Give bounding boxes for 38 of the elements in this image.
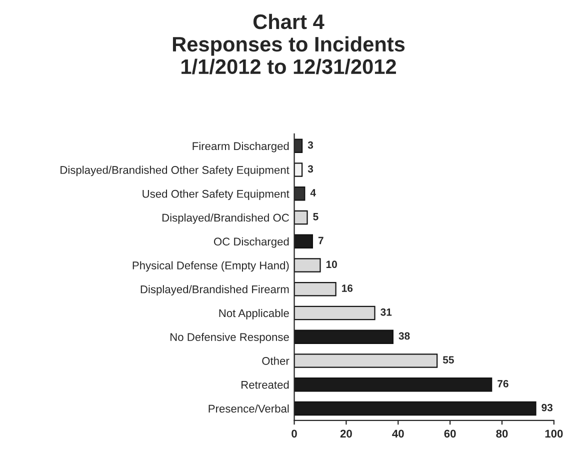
data-label: 5 xyxy=(313,213,318,220)
y-tick-label: Used Other Safety Equipment xyxy=(142,190,290,200)
bar xyxy=(294,282,336,296)
data-label: 93 xyxy=(542,404,553,412)
x-tick-label: 0 xyxy=(292,430,297,438)
y-tick-label: Retreated xyxy=(242,380,289,389)
y-tick-label: Displayed/Brandished OC xyxy=(162,214,289,224)
data-label: 3 xyxy=(308,165,314,173)
bar xyxy=(294,306,376,320)
data-label: 38 xyxy=(398,332,410,340)
data-label: 55 xyxy=(442,356,454,364)
y-tick-label: Physical Defense (Empty Hand) xyxy=(132,261,289,272)
bar xyxy=(294,186,306,201)
data-label: 31 xyxy=(380,308,392,316)
x-tick-label: 100 xyxy=(545,430,563,438)
chart-title: Chart 4 Responses to Incidents 1/1/2012 to 12/31/2012 xyxy=(172,14,405,74)
x-tick-label: 20 xyxy=(340,430,352,438)
y-tick-label: Other xyxy=(262,356,290,365)
y-tick-label: Displayed/Brandished Firearm xyxy=(140,285,289,296)
bar xyxy=(294,162,303,177)
bar xyxy=(294,210,308,225)
data-label: 16 xyxy=(342,284,353,292)
bar xyxy=(294,258,321,272)
data-label: 7 xyxy=(318,236,324,244)
y-tick-label: No Defensive Response xyxy=(170,332,289,344)
y-tick-label: Firearm Discharged xyxy=(192,142,289,152)
y-tick-label: Displayed/Brandished Other Safety Equipment xyxy=(60,166,290,176)
y-tick-label: Presence/Verbal xyxy=(208,404,289,413)
data-label: 76 xyxy=(498,380,508,388)
x-tick-label: 80 xyxy=(496,430,508,438)
x-tick-label: 40 xyxy=(392,430,404,438)
data-label: 4 xyxy=(310,189,316,196)
x-tick-label: 60 xyxy=(444,430,456,438)
data-label: 3 xyxy=(308,141,314,149)
bar xyxy=(294,354,438,368)
data-label: 10 xyxy=(326,260,337,268)
y-tick-label: OC Discharged xyxy=(214,237,289,248)
y-tick-label: Not Applicable xyxy=(219,308,289,320)
